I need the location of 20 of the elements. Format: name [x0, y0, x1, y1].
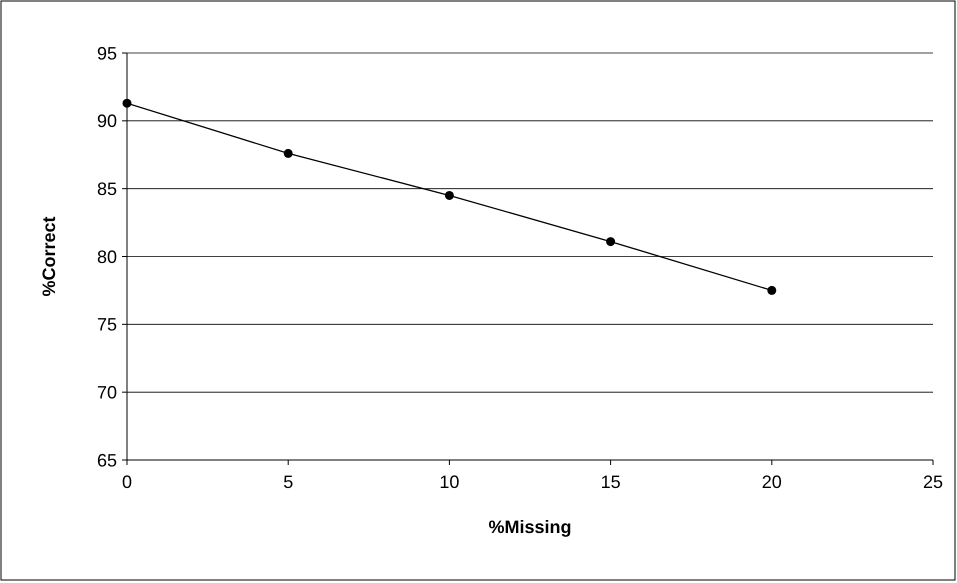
x-tick-label: 15 — [600, 472, 621, 492]
x-tick-label: 5 — [283, 472, 294, 492]
y-tick-label: 70 — [96, 382, 117, 402]
point — [444, 190, 454, 200]
point — [767, 286, 776, 295]
y-tick-label: 65 — [96, 450, 117, 470]
y-axis-title: %Correct — [39, 216, 59, 297]
x-tick-label: 20 — [762, 472, 782, 492]
x-axis-title: %Missing — [488, 517, 572, 537]
point — [122, 98, 132, 108]
x-tick-label: 10 — [439, 472, 460, 492]
point — [284, 148, 293, 158]
y-tick-label: 90 — [96, 111, 117, 132]
y-tick-label: 85 — [96, 178, 117, 199]
x-tick-label: 25 — [922, 472, 944, 492]
y-tick-label: 80 — [96, 246, 117, 267]
x-tick-label: 0 — [122, 472, 132, 492]
y-tick-label: 75 — [96, 314, 117, 335]
y-tick-label: 95 — [96, 43, 117, 64]
point — [606, 237, 616, 246]
